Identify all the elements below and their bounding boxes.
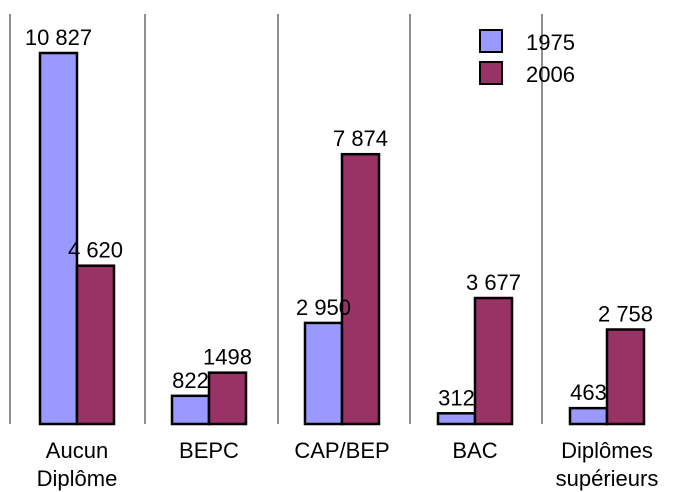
bar-bac-1975 <box>436 412 477 426</box>
category-label-aucun-diplome: Aucun Diplôme <box>37 438 118 491</box>
bar-aucun-diplome-2006 <box>75 264 116 426</box>
bar-cap-bep-1975 <box>303 321 344 426</box>
category-separators <box>9 14 543 424</box>
bar-diplomes-superieurs-2006 <box>605 328 646 426</box>
value-label-diplomes-superieurs-2006: 2 758 <box>598 301 653 326</box>
value-label-cap-bep-1975: 2 950 <box>296 295 351 320</box>
legend: 1975 2006 <box>479 29 575 87</box>
value-label-aucun-diplome-2006: 4 620 <box>68 238 123 263</box>
bar-diplomes-superieurs-1975 <box>568 406 609 426</box>
value-label-aucun-diplome-1975: 10 827 <box>25 25 92 50</box>
value-label-bepc-1975: 822 <box>172 368 209 393</box>
legend-swatch-1975 <box>479 29 503 53</box>
bar-bepc-2006 <box>207 371 248 426</box>
category-label-cap-bep: CAP/BEP <box>294 438 389 463</box>
bar-aucun-diplome-1975 <box>38 51 79 426</box>
legend-label-2006: 2006 <box>526 62 575 87</box>
category-labels: Aucun Diplôme BEPC CAP/BEP BAC Diplômes supéri… <box>37 438 659 491</box>
category-label-bac: BAC <box>452 438 497 463</box>
category-label-bepc: BEPC <box>179 438 239 463</box>
value-label-diplomes-superieurs-1975: 463 <box>570 380 607 405</box>
value-label-cap-bep-2006: 7 874 <box>333 126 388 151</box>
value-label-bac-2006: 3 677 <box>466 270 521 295</box>
value-label-bac-1975: 312 <box>438 385 475 410</box>
legend-label-1975: 1975 <box>526 30 575 55</box>
value-label-bepc-2006: 1498 <box>203 345 252 370</box>
category-label-diplomes-superieurs: Diplômes supérieurs <box>556 438 659 491</box>
legend-swatch-2006 <box>479 61 503 85</box>
bars <box>38 51 646 426</box>
bar-bac-2006 <box>473 296 514 426</box>
bar-bepc-1975 <box>170 394 211 426</box>
bar-cap-bep-2006 <box>340 152 381 426</box>
